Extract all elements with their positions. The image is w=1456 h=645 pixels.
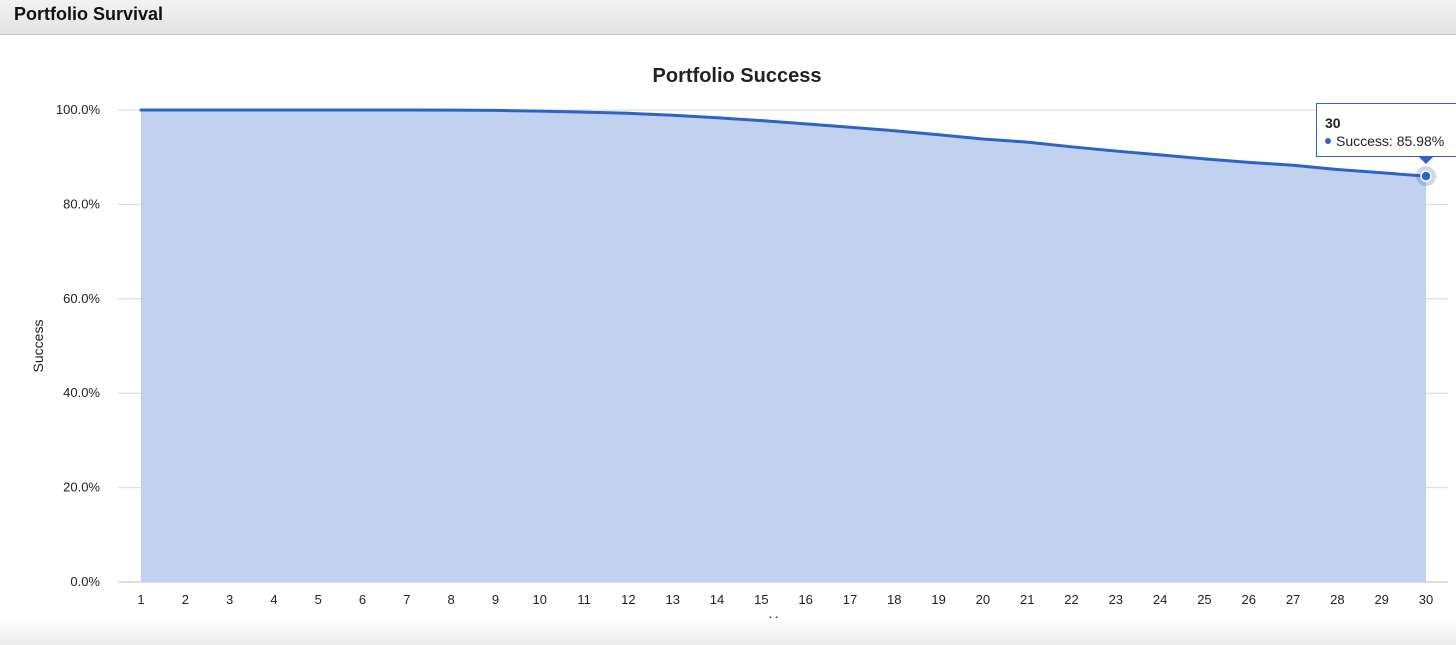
x-tick-label: 11 (577, 592, 591, 607)
x-tick-label: 27 (1286, 592, 1300, 607)
y-tick-label: 20.0% (63, 480, 100, 495)
y-tick-label: 80.0% (63, 196, 100, 211)
panel-header: Portfolio Survival (0, 0, 1456, 35)
series-marker-icon (1325, 138, 1331, 144)
x-tick-label: 18 (887, 592, 901, 607)
x-tick-label: 4 (270, 592, 277, 607)
y-tick-label: 60.0% (63, 291, 100, 306)
panel-title: Portfolio Survival (14, 4, 164, 24)
y-axis-ticks: 0.0% 20.0% 40.0% 60.0% 80.0% 100.0% (56, 102, 101, 589)
tooltip-value-line: Success: 85.98% (1325, 133, 1444, 149)
x-tick-label: 19 (931, 592, 945, 607)
x-tick-label: 29 (1374, 592, 1388, 607)
x-tick-label: 15 (754, 592, 768, 607)
x-tick-label: 28 (1330, 592, 1344, 607)
chart-title: Portfolio Success (653, 65, 822, 87)
x-tick-label: 20 (976, 592, 990, 607)
success-area (141, 110, 1426, 582)
x-tick-label: 17 (843, 592, 857, 607)
success-line (139, 108, 1428, 178)
x-tick-label: 13 (665, 592, 679, 607)
tooltip-title: 30 (1325, 115, 1341, 131)
x-tick-label: 24 (1153, 592, 1167, 607)
y-tick-label: 0.0% (70, 574, 100, 589)
x-tick-label: 21 (1020, 592, 1034, 607)
x-tick-label: 1 (137, 592, 144, 607)
chart-tooltip: 30 Success: 85.98% (1316, 103, 1456, 157)
x-tick-label: 8 (448, 592, 455, 607)
x-tick-label: 23 (1109, 592, 1123, 607)
x-tick-label: 10 (533, 592, 547, 607)
plot-area (139, 108, 1436, 582)
tooltip-value: Success: 85.98% (1336, 133, 1445, 149)
x-tick-label: 30 (1419, 592, 1433, 607)
x-tick-label: 16 (798, 592, 812, 607)
x-tick-label: 5 (315, 592, 322, 607)
x-tick-label: 25 (1197, 592, 1211, 607)
data-point-30[interactable] (1420, 170, 1432, 182)
x-tick-label: 26 (1242, 592, 1256, 607)
x-tick-label: 12 (621, 592, 635, 607)
x-tick-label: 9 (492, 592, 499, 607)
x-tick-label: 22 (1064, 592, 1078, 607)
tooltip-pointer (1419, 157, 1433, 164)
x-tick-label: 2 (182, 592, 189, 607)
x-tick-label: 7 (403, 592, 410, 607)
x-tick-label: 14 (710, 592, 724, 607)
x-axis-ticks: 1 2 3 4 5 6 7 8 9 10 11 12 13 14 15 16 17 18 19 20 21 22 23 24 2… (137, 592, 1433, 607)
y-axis-label: Success (30, 320, 46, 373)
panel-footer (0, 618, 1456, 645)
x-tick-label: 6 (359, 592, 366, 607)
y-tick-label: 100.0% (56, 102, 101, 117)
x-tick-label: 3 (226, 592, 233, 607)
y-tick-label: 40.0% (63, 385, 100, 400)
